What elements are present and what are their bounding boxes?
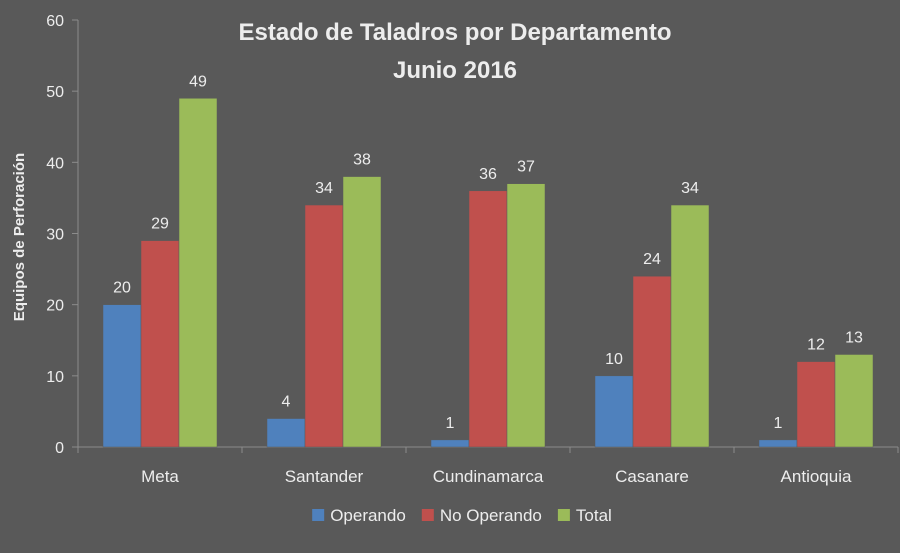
legend: Operando No Operando Total	[312, 506, 612, 525]
legend-swatch-operando	[312, 509, 325, 521]
data-label: 49	[189, 73, 207, 90]
chart-title: Estado de Taladros por Departamento	[239, 19, 672, 46]
bar-no-operando	[140, 240, 180, 448]
bar-total	[506, 183, 546, 448]
data-label: 38	[353, 152, 371, 169]
data-label: 1	[446, 415, 455, 432]
x-category-label: Santander	[285, 467, 364, 486]
bar-operando	[430, 439, 470, 448]
y-tick-label: 60	[46, 13, 64, 30]
bar-no-operando	[796, 361, 836, 448]
data-label: 10	[605, 351, 623, 368]
data-label: 12	[807, 337, 825, 354]
legend-swatch-total	[557, 509, 570, 521]
x-category-label: Casanare	[615, 467, 689, 486]
bar-operando	[594, 375, 634, 448]
legend-label: Total	[576, 506, 612, 525]
x-category-label: Antioquia	[781, 467, 852, 486]
bar-total	[342, 176, 382, 448]
data-label: 24	[643, 251, 661, 268]
data-label: 37	[517, 159, 535, 176]
data-label: 36	[479, 166, 497, 183]
legend-label: Operando	[330, 506, 406, 525]
y-tick-label: 10	[46, 369, 64, 386]
bar-total	[834, 354, 874, 448]
bar-operando	[102, 304, 142, 448]
legend-swatch-no-operando	[421, 509, 434, 521]
data-label: 34	[681, 180, 699, 197]
y-tick-label: 0	[55, 440, 64, 457]
chart-subtitle: Junio 2016	[393, 57, 517, 84]
y-tick-label: 40	[46, 155, 64, 172]
bar-operando	[266, 418, 306, 448]
bar-operando	[758, 439, 798, 448]
bar-no-operando	[632, 275, 672, 448]
data-label: 29	[151, 216, 169, 233]
bar-no-operando	[304, 204, 344, 448]
bars: 20 29 49 4 34 38 1 36 37 10 24 34 1 12 13	[102, 73, 874, 448]
bar-total	[178, 98, 218, 448]
y-tick-label: 20	[46, 298, 64, 315]
x-category-label: Meta	[141, 467, 179, 486]
y-axis-title: Equipos de Perforación	[11, 153, 28, 321]
bar-total	[670, 204, 710, 448]
data-label: 34	[315, 180, 333, 197]
legend-label: No Operando	[440, 506, 542, 525]
y-tick-label: 50	[46, 84, 64, 101]
axes: 0 10 20 30 40 50 60 Meta Santander Cundinamarca Ca…	[46, 13, 899, 486]
x-category-label: Cundinamarca	[433, 467, 544, 486]
data-label: 13	[845, 329, 863, 346]
bar-no-operando	[468, 190, 508, 448]
data-label: 20	[113, 280, 131, 297]
data-label: 1	[774, 415, 783, 432]
y-tick-label: 30	[46, 227, 64, 244]
data-label: 4	[282, 394, 291, 411]
